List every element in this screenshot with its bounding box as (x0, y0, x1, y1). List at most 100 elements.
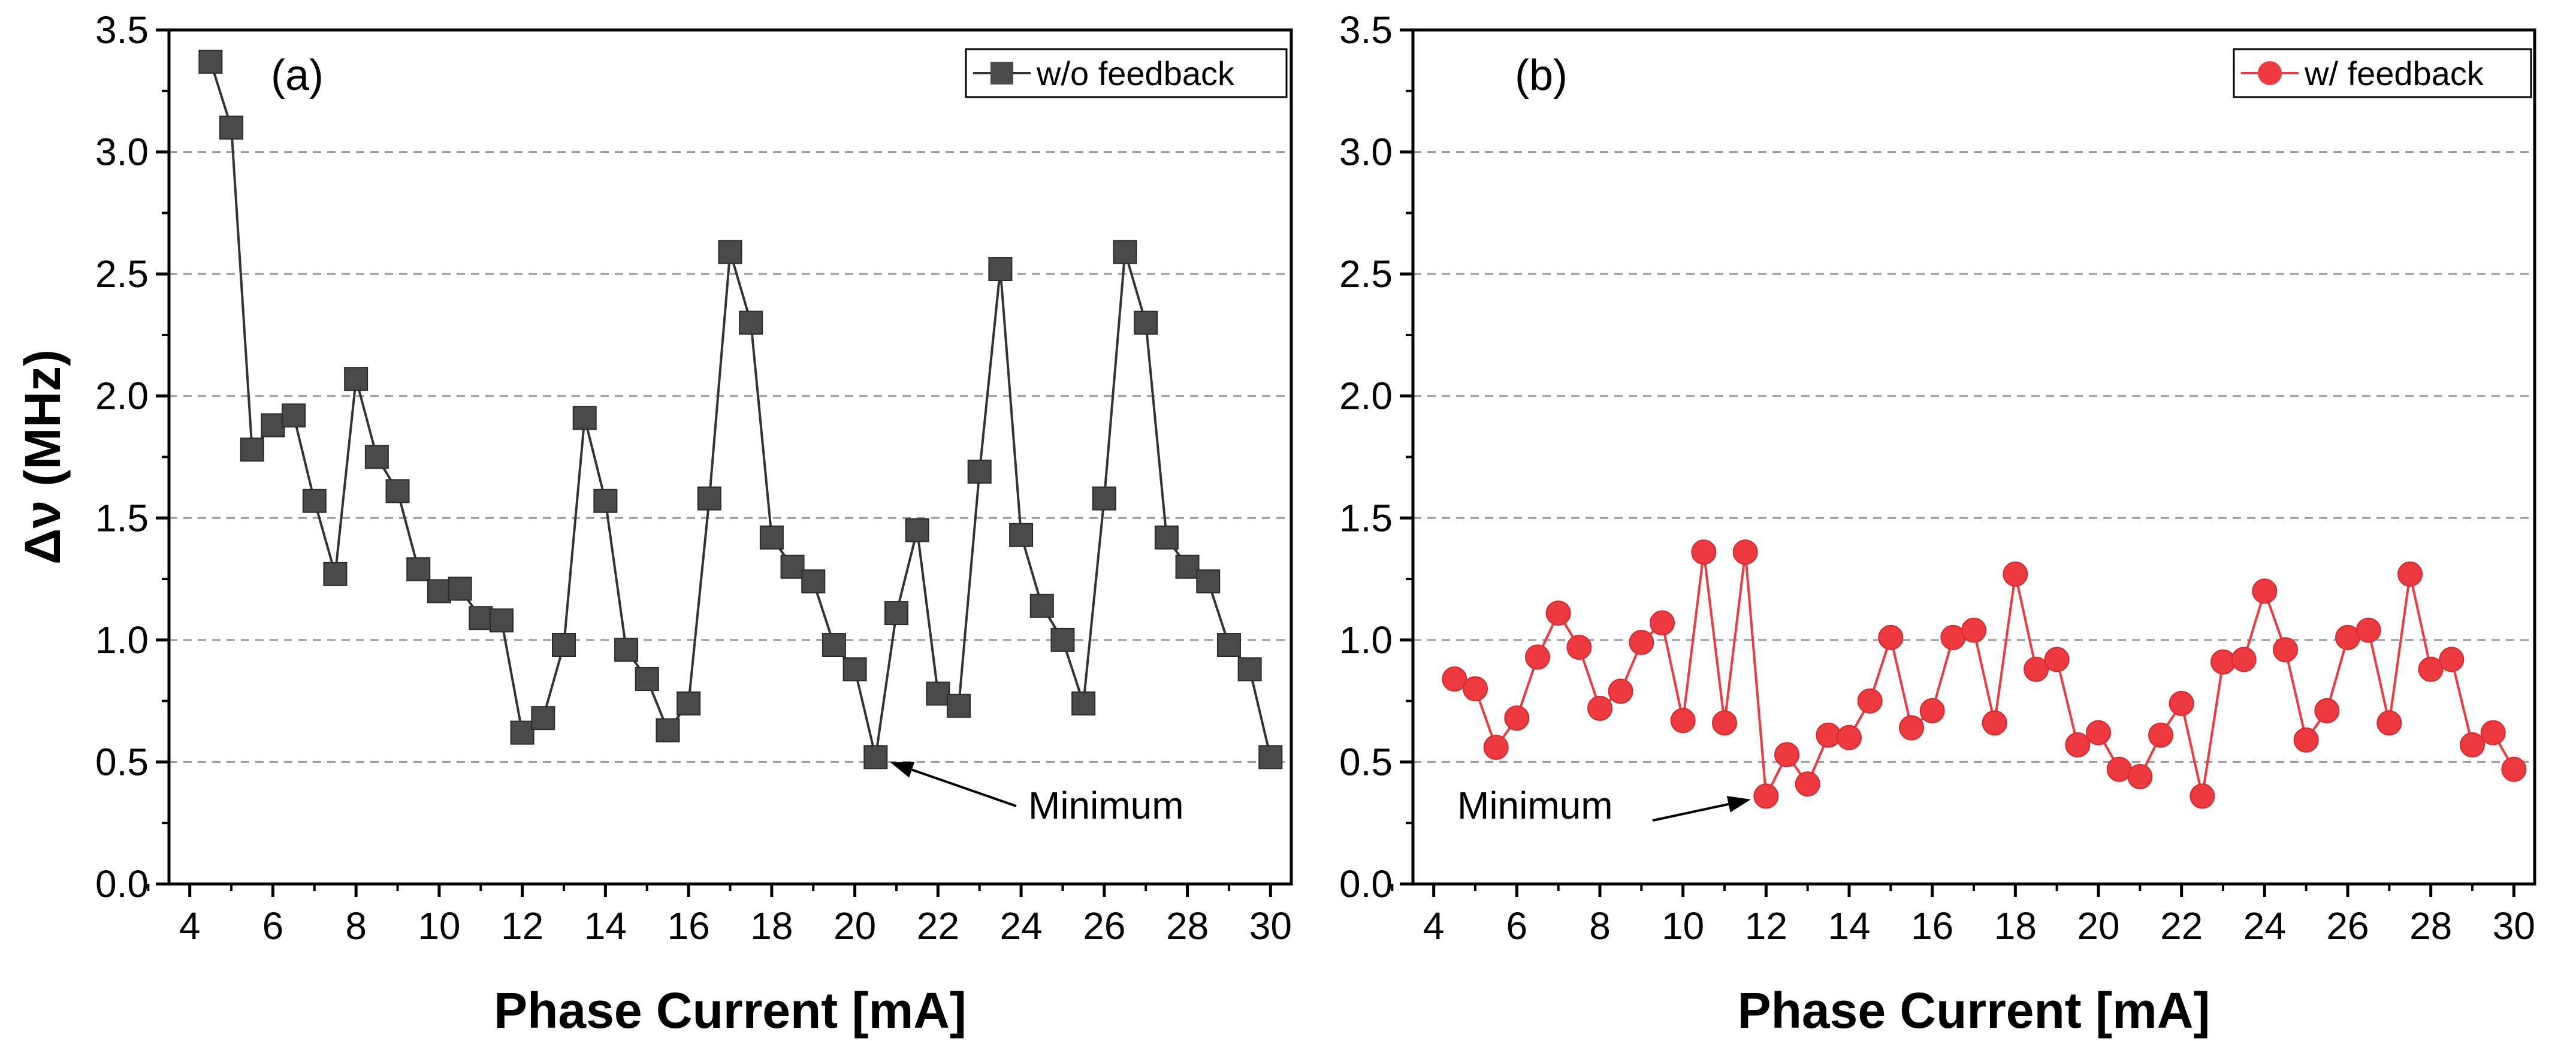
panel-b-x-tick-label: 18 (1994, 904, 2037, 948)
data-point-marker (1216, 633, 1241, 657)
data-point-marker (2065, 732, 2091, 758)
panel-b-series-line (1454, 552, 2515, 801)
data-point-marker (2148, 722, 2173, 748)
panel-b-y-tick-label: 3.0 (1339, 131, 1393, 174)
data-point-marker (1029, 593, 1054, 618)
data-point-marker (593, 488, 618, 513)
panel-a-series (198, 49, 1283, 770)
panel-a-grid (169, 151, 1291, 763)
data-point-marker (1092, 486, 1116, 511)
data-point-marker (1134, 310, 1158, 335)
data-point-marker (1442, 666, 1467, 692)
panel-b-ticks: 0.0 0.5 1.0 1.5 2.0 2.5 3.0 3.5 4 6 8 10 12 14 16 18 20 2… (1339, 8, 2535, 948)
panel-a-x-tick-label: 6 (262, 904, 284, 948)
data-point-marker (1587, 695, 1612, 721)
panel-a-y-tick-label: 2.5 (95, 252, 149, 295)
data-point-marker (1816, 722, 1841, 748)
panel-b-series (1442, 539, 2527, 809)
data-point-marker (448, 577, 472, 601)
data-point-marker (1071, 691, 1096, 716)
panel-b-y-tick-label: 1.5 (1339, 496, 1393, 539)
panel-b-x-tick-label: 4 (1423, 904, 1445, 948)
panel-b-x-tick-label: 22 (2160, 904, 2203, 948)
panel-a-annotation-label: Minimum (1028, 784, 1184, 827)
panel-a-y-tick-label: 3.5 (95, 8, 149, 52)
data-point-marker (759, 525, 784, 550)
panel-b-y-tick-label: 2.0 (1339, 375, 1393, 418)
data-point-marker (1258, 745, 1283, 770)
panel-a-x-axis-title: Phase Current [mA] (494, 982, 967, 1039)
data-point-marker (2460, 732, 2485, 758)
data-point-marker (1691, 539, 1717, 565)
legend-square-marker (990, 62, 1013, 85)
data-point-marker (2293, 727, 2319, 753)
panel-b-y-tick-label: 0.5 (1339, 740, 1393, 783)
data-point-marker (364, 445, 389, 469)
data-point-marker (323, 562, 348, 586)
panel-a-y-tick-label: 1.5 (95, 496, 149, 539)
data-point-marker (1670, 708, 1696, 734)
data-point-marker (842, 657, 867, 681)
data-point-marker (469, 606, 493, 630)
data-point-marker (1196, 569, 1221, 594)
data-point-marker (406, 557, 431, 581)
data-point-marker (240, 437, 264, 462)
panel-a-plot-frame (167, 28, 1293, 886)
panel-b-x-tick-label: 8 (1589, 904, 1611, 948)
data-point-marker (1899, 715, 1924, 741)
panel-a-x-tick-label: 28 (1166, 904, 1209, 948)
data-point-marker (988, 257, 1013, 281)
data-point-marker (780, 554, 805, 579)
panel-b-annotation-arrow (1652, 802, 1729, 822)
panel-a-x-tick-label: 22 (917, 904, 959, 948)
data-point-marker (863, 745, 888, 770)
data-point-marker (2418, 656, 2444, 682)
legend-circle-marker (2258, 61, 2282, 85)
data-point-marker (2273, 637, 2298, 663)
data-point-marker (1113, 240, 1137, 264)
data-point-marker (801, 569, 826, 594)
panel-b-minimum-annotation: Minimum (1457, 784, 1751, 827)
panel-a-tag: (a) (271, 52, 324, 99)
data-point-marker (2501, 756, 2527, 782)
data-point-marker (2314, 698, 2340, 723)
data-point-marker (967, 459, 992, 484)
panel-a-annotation-arrowhead (890, 762, 915, 778)
data-point-marker (2044, 647, 2070, 672)
panel-b-legend: w/ feedback (2233, 48, 2532, 98)
panel-a-legend-marker (990, 62, 1013, 85)
panel-a-annotation-arrow (911, 768, 1017, 807)
data-point-marker (1175, 554, 1200, 579)
data-point-marker (1712, 710, 1737, 736)
data-point-marker (697, 486, 721, 511)
data-point-marker (1837, 725, 1862, 750)
data-point-marker (2127, 764, 2153, 789)
data-point-marker (1545, 601, 1571, 626)
data-point-marker (614, 638, 639, 662)
panel-a-x-tick-label: 20 (833, 904, 876, 948)
data-point-marker (427, 579, 451, 604)
panel-a-x-tick-label: 12 (501, 904, 543, 948)
panel-b-x-tick-label: 20 (2077, 904, 2119, 948)
data-point-marker (2397, 561, 2423, 587)
panel-a-y-tick-label: 3.0 (95, 131, 149, 174)
panel-a-ticks: 0.0 0.5 1.0 1.5 2.0 2.5 3.0 3.5 4 6 8 10 12 14 16 18 20 2… (95, 8, 1292, 948)
data-point-marker (282, 403, 306, 428)
data-point-marker (635, 667, 659, 691)
data-point-marker (1608, 678, 1633, 704)
data-point-marker (656, 718, 680, 743)
data-point-marker (1982, 710, 2007, 736)
data-point-marker (1650, 610, 1675, 636)
panel-b-y-tick-label: 3.5 (1339, 8, 1393, 52)
data-point-marker (1463, 676, 1488, 702)
panel-a-y-tick-label: 1.0 (95, 618, 149, 662)
panel-b-x-tick-label: 30 (2493, 904, 2535, 948)
data-point-marker (1857, 688, 1883, 714)
panel-a-x-tick-label: 26 (1083, 904, 1125, 948)
panel-a-x-tick-label: 24 (999, 904, 1042, 948)
panel-a-minimum-annotation: Minimum (890, 762, 1184, 827)
panel-a-x-tick-label: 16 (668, 904, 710, 948)
data-point-marker (1629, 629, 1654, 655)
data-point-marker (2210, 649, 2236, 675)
